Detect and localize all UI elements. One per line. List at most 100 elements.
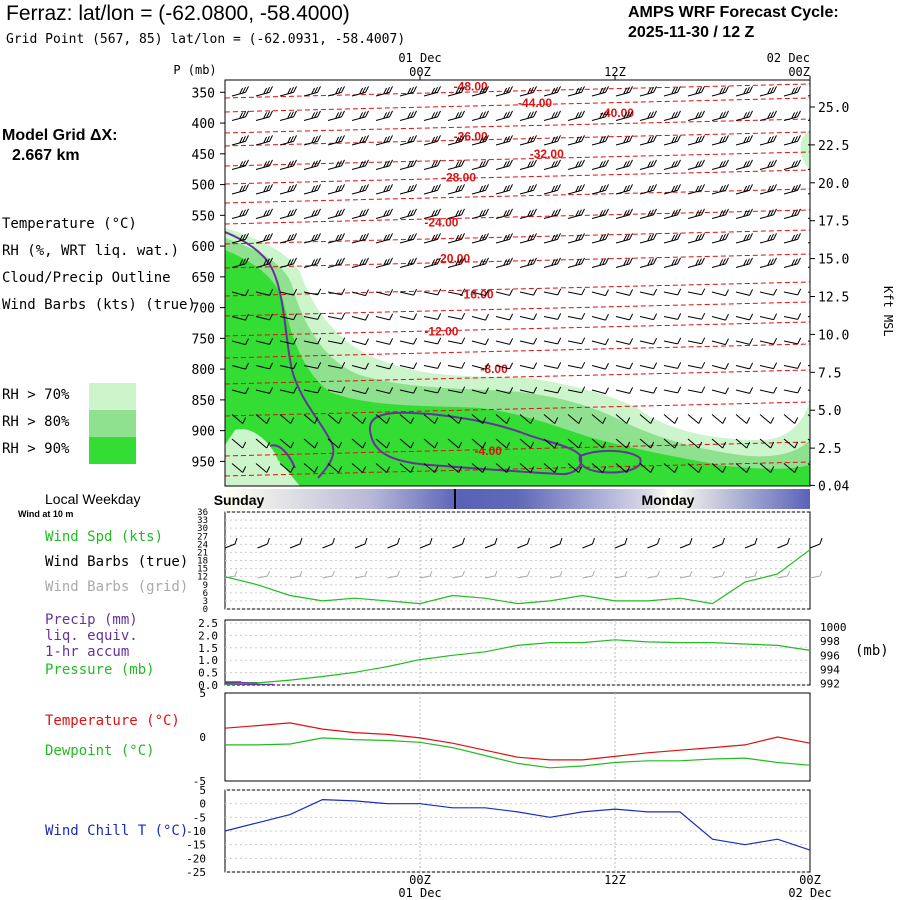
wind-barb bbox=[639, 313, 658, 321]
wind-barb bbox=[303, 208, 321, 219]
wind-barb bbox=[567, 208, 585, 219]
wind-barb bbox=[375, 463, 391, 473]
wind-barb bbox=[471, 289, 489, 297]
wind-barb bbox=[447, 257, 465, 268]
wind-barb bbox=[735, 338, 754, 345]
wind-barb bbox=[375, 387, 394, 394]
wind-barb bbox=[543, 184, 561, 195]
wind-barb bbox=[591, 184, 609, 195]
wind-barb bbox=[399, 463, 415, 473]
wind-barb bbox=[783, 257, 801, 268]
wind-barb bbox=[399, 208, 417, 219]
wind-barb bbox=[687, 159, 705, 170]
isotherm-line bbox=[225, 441, 810, 457]
wind-barb bbox=[231, 289, 249, 297]
wind-barb bbox=[591, 414, 607, 424]
wind-barb-true bbox=[777, 537, 790, 549]
wind-barb bbox=[399, 386, 418, 394]
wind-barb bbox=[327, 135, 345, 146]
wind-barb bbox=[399, 159, 417, 170]
wind-barb bbox=[447, 288, 466, 296]
wind-barb bbox=[783, 386, 802, 394]
wind-barb-grid bbox=[582, 570, 595, 579]
wind-barb bbox=[399, 257, 417, 268]
wind-barb-grid bbox=[549, 570, 563, 579]
wind-barb bbox=[615, 362, 634, 370]
precip-tick-label: 0.5 bbox=[198, 667, 218, 680]
wind-barb bbox=[783, 110, 801, 121]
wind-barb bbox=[447, 110, 465, 121]
wind-barb bbox=[759, 313, 778, 321]
wind-barb bbox=[495, 387, 514, 394]
wind-barb bbox=[279, 463, 295, 473]
wind-barb bbox=[303, 233, 321, 244]
wind-barb bbox=[447, 233, 465, 244]
wind-barb-true bbox=[484, 537, 498, 549]
model-grid-value: 2.667 km bbox=[12, 147, 80, 164]
height-tick-label: 0.04 bbox=[818, 479, 849, 494]
rh70-surface-patch bbox=[225, 429, 300, 486]
wind-barb bbox=[543, 362, 562, 369]
wind-barb bbox=[327, 184, 345, 195]
wind-barb-grid bbox=[809, 570, 823, 579]
wind-barb bbox=[255, 86, 273, 97]
pressure-tick-label: 994 bbox=[820, 663, 840, 676]
wind-barb bbox=[303, 313, 322, 320]
wind-barb bbox=[423, 257, 441, 268]
wind-barb bbox=[663, 159, 681, 170]
wind-barb bbox=[447, 337, 466, 345]
wind-barb bbox=[231, 387, 249, 395]
wind-barb bbox=[711, 414, 727, 424]
wind-barb bbox=[495, 289, 514, 296]
wind-barb bbox=[615, 184, 633, 195]
cloud-outline-4 bbox=[269, 444, 296, 469]
wind-barb bbox=[735, 438, 751, 449]
wind-barb-true bbox=[419, 537, 433, 549]
wind-barb bbox=[615, 438, 631, 449]
wind-barb bbox=[399, 86, 417, 97]
wind-barb bbox=[423, 414, 439, 424]
wind-barbs-true-label: Wind Barbs (true) bbox=[45, 554, 189, 570]
wind-barb bbox=[591, 86, 609, 97]
wind-barb bbox=[447, 208, 465, 219]
wind-barb bbox=[759, 159, 777, 170]
wind-barb bbox=[471, 257, 489, 268]
height-tick-label: 25.0 bbox=[818, 101, 849, 116]
wind-barb bbox=[495, 463, 511, 473]
wind-barb bbox=[615, 463, 631, 473]
wind-barb bbox=[711, 289, 729, 297]
temperature-tick-label: -5 bbox=[193, 775, 206, 788]
wind-barb bbox=[783, 135, 801, 146]
wind-barb bbox=[519, 110, 537, 121]
wind-barb bbox=[375, 135, 393, 146]
wind-barb bbox=[255, 135, 273, 146]
wind-barb bbox=[471, 110, 489, 121]
wind-barb bbox=[639, 362, 658, 370]
isotherm-line bbox=[225, 118, 810, 134]
wind-barb bbox=[783, 438, 799, 449]
rh90-region bbox=[225, 250, 810, 486]
wind-barb bbox=[591, 463, 607, 473]
wind-barb bbox=[519, 313, 538, 321]
wind-barb bbox=[735, 463, 751, 473]
wind-barb bbox=[639, 184, 657, 195]
wind-barb bbox=[471, 184, 489, 195]
wind-barb bbox=[231, 86, 249, 97]
wind-barb bbox=[471, 362, 489, 370]
wind-chill-panel bbox=[224, 789, 811, 873]
top-time-label: 00Z bbox=[409, 65, 431, 79]
wind-barb-grid bbox=[679, 570, 693, 579]
wind-barb bbox=[807, 389, 810, 391]
wind-barb-true bbox=[322, 537, 335, 549]
wind-barb bbox=[495, 86, 513, 97]
wind-barb bbox=[495, 438, 511, 449]
wind-barb-grid bbox=[517, 570, 530, 579]
wind-barb bbox=[447, 414, 463, 424]
wind-barb-true bbox=[614, 537, 628, 549]
wind-barb bbox=[447, 184, 465, 195]
wind-barb bbox=[495, 257, 513, 268]
wind-barb bbox=[351, 438, 367, 449]
wind-barb bbox=[303, 288, 322, 296]
wind-barb bbox=[567, 110, 585, 121]
wind-barb bbox=[255, 184, 273, 195]
